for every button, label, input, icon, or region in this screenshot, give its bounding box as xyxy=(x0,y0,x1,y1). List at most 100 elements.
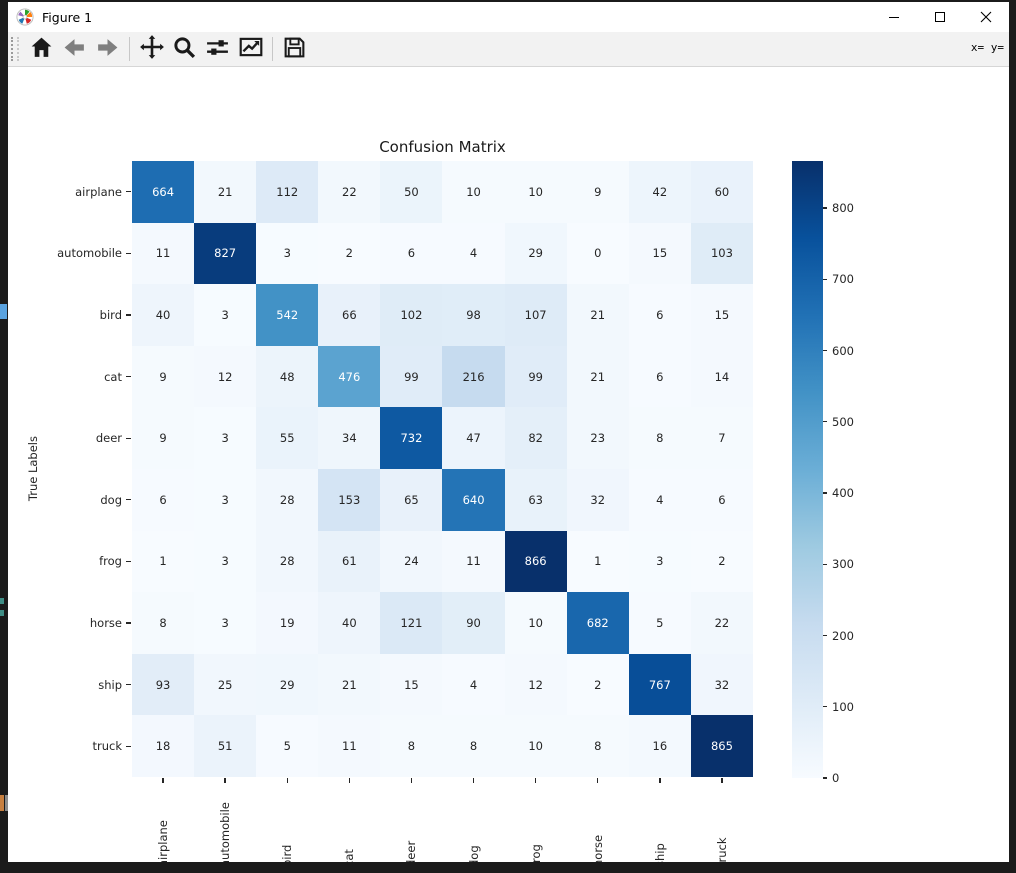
heatmap-cell: 28 xyxy=(256,468,319,531)
edit-parameters-button[interactable] xyxy=(235,34,266,64)
heatmap-cell: 15 xyxy=(380,653,443,716)
save-button[interactable] xyxy=(279,34,310,64)
heatmap-cell: 107 xyxy=(504,284,567,346)
heatmap-cell: 61 xyxy=(318,530,381,593)
home-button[interactable] xyxy=(26,34,57,64)
heatmap-cell: 10 xyxy=(504,161,567,223)
y-tick-mark xyxy=(126,191,131,193)
y-tick-mark xyxy=(126,745,131,747)
heatmap-cell: 827 xyxy=(194,222,257,285)
toolbar-separator xyxy=(129,37,130,61)
heatmap-cell: 3 xyxy=(194,284,257,346)
x-tick-mark xyxy=(348,778,351,783)
y-tick-label: bird xyxy=(99,308,122,322)
title-bar[interactable]: Figure 1 xyxy=(8,2,1009,32)
heatmap-cell: 3 xyxy=(628,530,691,593)
heatmap-cell: 865 xyxy=(690,715,753,777)
heatmap-cell: 18 xyxy=(132,715,195,777)
x-tick-mark xyxy=(410,778,413,783)
minimize-button[interactable] xyxy=(871,2,917,32)
heatmap-cell: 66 xyxy=(318,284,381,346)
heatmap-cell: 90 xyxy=(442,592,505,654)
y-tick-label: airplane xyxy=(75,184,122,199)
heatmap-cell: 4 xyxy=(628,468,691,531)
heatmap-cell: 3 xyxy=(194,530,257,593)
heatmap-cell: 1 xyxy=(566,530,629,593)
heatmap-cell: 10 xyxy=(504,592,567,654)
colorbar-tick-mark xyxy=(823,278,827,280)
heatmap-cell: 2 xyxy=(690,530,753,593)
x-tick-mark xyxy=(472,778,475,783)
back-arrow-icon xyxy=(62,35,87,64)
heatmap-cell: 8 xyxy=(566,715,629,777)
heatmap-cell: 98 xyxy=(442,284,505,346)
forward-arrow-icon xyxy=(95,35,120,64)
save-floppy-icon xyxy=(282,35,307,64)
toolbar-drag-handle[interactable] xyxy=(11,37,19,61)
heatmap-cell: 15 xyxy=(690,284,753,346)
figure-canvas[interactable]: Confusion Matrix True Labels 664 21 112 22 5… xyxy=(8,67,1009,862)
pan-icon xyxy=(139,34,165,64)
heatmap-cell: 6 xyxy=(132,468,195,531)
heatmap-cell: 153 xyxy=(318,468,381,531)
heatmap-cell: 664 xyxy=(132,161,195,223)
colorbar-tick-mark xyxy=(823,421,827,423)
x-tick-label: deer xyxy=(404,840,419,862)
heatmap-cell: 2 xyxy=(566,653,629,716)
heatmap-cell: 5 xyxy=(628,592,691,654)
heatmap-cell: 542 xyxy=(256,284,319,346)
y-tick-label: horse xyxy=(89,616,122,630)
figure-window: Figure 1 xyxy=(8,2,1009,862)
y-tick-mark xyxy=(126,560,131,563)
colorbar-tick-label: 400 xyxy=(832,486,854,500)
heatmap-cell: 28 xyxy=(256,530,319,593)
x-tick-label: frog xyxy=(528,844,543,862)
zoom-button[interactable] xyxy=(169,34,200,64)
heatmap-cell: 11 xyxy=(132,222,195,285)
heatmap-cell: 8 xyxy=(132,592,195,654)
y-tick-label: automobile xyxy=(57,246,122,261)
sliders-icon xyxy=(205,35,230,64)
heatmap-cell: 12 xyxy=(504,653,567,716)
x-tick-label: airplane xyxy=(156,820,171,862)
y-tick-label: deer xyxy=(95,431,122,446)
heatmap-cell: 25 xyxy=(194,653,257,716)
pan-button[interactable] xyxy=(136,34,167,64)
maximize-button[interactable] xyxy=(917,2,963,32)
heatmap-cell: 732 xyxy=(380,407,443,469)
heatmap-cell: 21 xyxy=(566,284,629,346)
heatmap-cell: 22 xyxy=(690,592,753,654)
heatmap-cell: 24 xyxy=(380,530,443,593)
heatmap-cell: 65 xyxy=(380,468,443,531)
x-tick-mark xyxy=(597,778,599,783)
home-icon xyxy=(29,35,54,64)
close-button[interactable] xyxy=(963,2,1009,32)
x-tick-label: truck xyxy=(714,837,729,862)
heatmap-cell: 32 xyxy=(690,653,753,716)
heatmap-cell: 19 xyxy=(256,592,319,654)
heatmap-cell: 6 xyxy=(380,222,443,285)
heatmap-cell: 15 xyxy=(628,222,691,285)
heatmap-cell: 29 xyxy=(256,653,319,716)
colorbar xyxy=(792,161,823,778)
confusion-matrix-heatmap: 664 21 112 22 50 10 10 9 42 60 11 827 3 2 6 4 29 0 15 103 40… xyxy=(132,161,753,777)
forward-button[interactable] xyxy=(92,34,123,64)
colorbar-tick-mark xyxy=(823,634,827,637)
colorbar-tick-mark xyxy=(823,207,827,209)
x-tick-mark xyxy=(721,778,723,783)
window-title: Figure 1 xyxy=(42,9,93,25)
heatmap-cell: 3 xyxy=(256,222,319,285)
x-tick-mark xyxy=(286,778,288,783)
back-button[interactable] xyxy=(59,34,90,64)
heatmap-cell: 22 xyxy=(318,161,381,223)
heatmap-cell: 5 xyxy=(256,715,319,777)
heatmap-cell: 40 xyxy=(132,284,195,346)
heatmap-cell: 21 xyxy=(318,653,381,716)
y-tick-label: truck xyxy=(92,739,122,754)
heatmap-cell: 216 xyxy=(442,345,505,408)
heatmap-cell: 48 xyxy=(256,345,319,408)
y-tick-label: dog xyxy=(100,492,122,507)
configure-subplots-button[interactable] xyxy=(202,34,233,64)
heatmap-cell: 99 xyxy=(504,345,567,408)
heatmap-cell: 16 xyxy=(628,715,691,777)
